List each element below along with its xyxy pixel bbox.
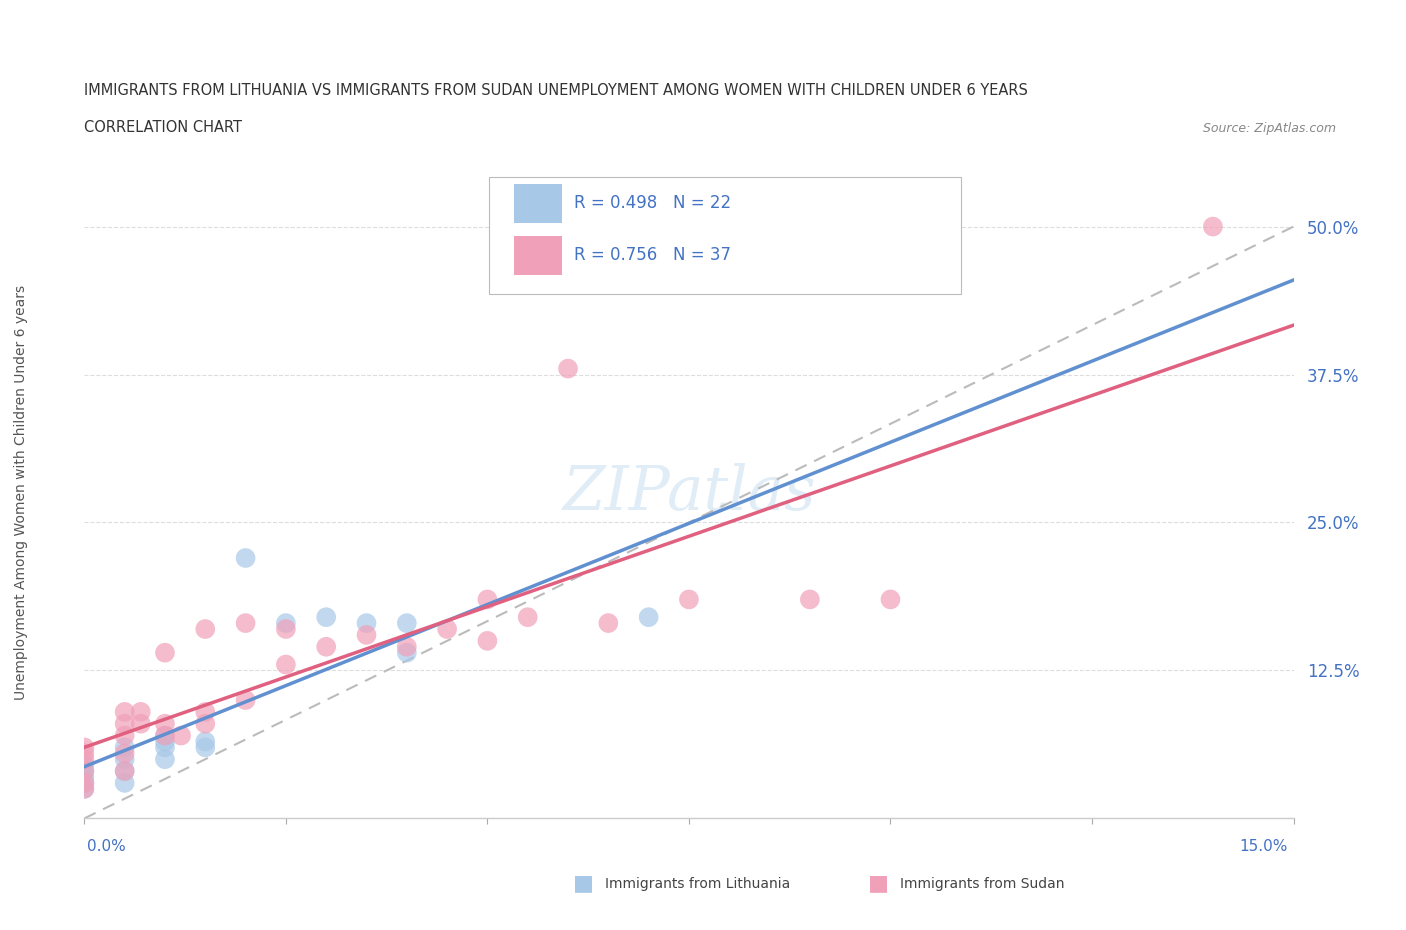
Point — [114, 704, 136, 719]
Point — [114, 746, 136, 761]
Point — [194, 734, 217, 749]
Point — [114, 764, 136, 778]
Point — [129, 716, 152, 731]
Point — [114, 740, 136, 755]
Point — [114, 776, 136, 790]
Point — [114, 728, 136, 743]
Point — [153, 645, 176, 660]
Point — [73, 764, 96, 778]
Point — [73, 764, 96, 778]
Point — [194, 704, 217, 719]
Text: R = 0.756   N = 37: R = 0.756 N = 37 — [574, 246, 731, 264]
Text: ■: ■ — [869, 873, 889, 894]
Point — [274, 616, 297, 631]
Point — [73, 769, 96, 784]
Point — [235, 551, 257, 565]
Point — [129, 704, 152, 719]
Point — [114, 751, 136, 766]
Point — [477, 633, 499, 648]
Point — [516, 610, 538, 625]
Point — [153, 751, 176, 766]
Point — [315, 610, 337, 625]
Point — [598, 616, 620, 631]
Text: Source: ZipAtlas.com: Source: ZipAtlas.com — [1202, 122, 1336, 135]
Point — [235, 616, 257, 631]
Point — [356, 628, 378, 643]
Point — [395, 645, 418, 660]
Point — [73, 740, 96, 755]
Point — [73, 776, 96, 790]
Text: ZIPatlas: ZIPatlas — [562, 463, 815, 523]
Text: ■: ■ — [574, 873, 593, 894]
Point — [73, 751, 96, 766]
Text: Immigrants from Sudan: Immigrants from Sudan — [900, 876, 1064, 891]
Point — [356, 616, 378, 631]
Point — [153, 728, 176, 743]
Point — [395, 616, 418, 631]
Point — [194, 621, 217, 636]
Point — [73, 776, 96, 790]
Text: Unemployment Among Women with Children Under 6 years: Unemployment Among Women with Children U… — [14, 286, 28, 700]
Text: Immigrants from Lithuania: Immigrants from Lithuania — [605, 876, 790, 891]
Point — [73, 781, 96, 796]
Point — [477, 592, 499, 607]
Point — [170, 728, 193, 743]
Point — [315, 639, 337, 654]
Text: IMMIGRANTS FROM LITHUANIA VS IMMIGRANTS FROM SUDAN UNEMPLOYMENT AMONG WOMEN WITH: IMMIGRANTS FROM LITHUANIA VS IMMIGRANTS … — [84, 83, 1028, 98]
Point — [395, 639, 418, 654]
Point — [73, 746, 96, 761]
Point — [114, 716, 136, 731]
Point — [194, 740, 217, 755]
Point — [274, 621, 297, 636]
Point — [194, 716, 217, 731]
Point — [153, 734, 176, 749]
Point — [436, 621, 458, 636]
Point — [153, 740, 176, 755]
Bar — [513, 236, 562, 275]
Point — [274, 658, 297, 672]
Point — [73, 758, 96, 773]
Point — [637, 610, 659, 625]
Text: CORRELATION CHART: CORRELATION CHART — [84, 120, 242, 135]
Point — [799, 592, 821, 607]
Point — [678, 592, 700, 607]
Bar — [513, 184, 562, 223]
Point — [235, 693, 257, 708]
Point — [1202, 219, 1225, 234]
Text: R = 0.498   N = 22: R = 0.498 N = 22 — [574, 194, 731, 212]
Point — [153, 728, 176, 743]
Text: 15.0%: 15.0% — [1240, 839, 1288, 854]
Text: 0.0%: 0.0% — [87, 839, 127, 854]
Point — [114, 764, 136, 778]
FancyBboxPatch shape — [489, 178, 962, 295]
Point — [879, 592, 901, 607]
Point — [73, 781, 96, 796]
Point — [153, 716, 176, 731]
Point — [557, 361, 579, 376]
